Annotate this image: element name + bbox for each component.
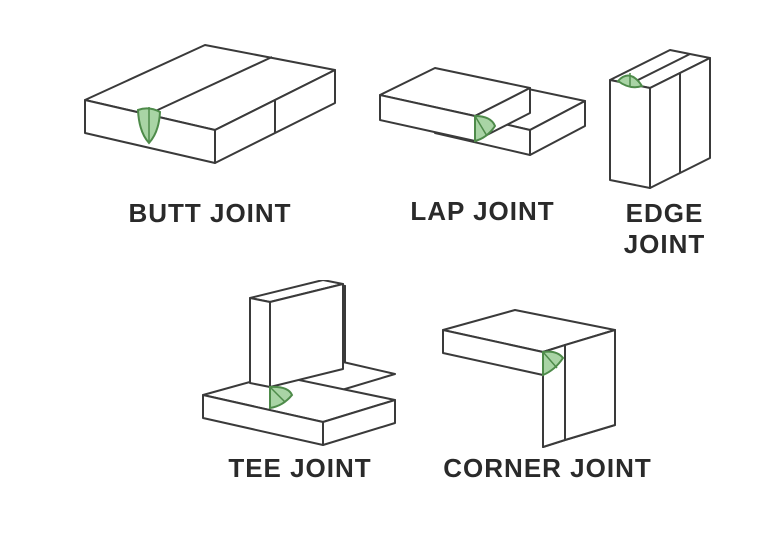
butt-joint-svg xyxy=(75,40,345,195)
butt-joint-label: BUTT JOINT xyxy=(75,198,345,229)
lap-joint-svg xyxy=(375,48,590,193)
edge-joint-label: EDGE JOINT xyxy=(592,198,737,260)
edge-joint-svg xyxy=(602,40,727,195)
tee-joint-diagram: TEE JOINT xyxy=(195,280,405,484)
corner-joint-label: CORNER JOINT xyxy=(435,453,660,484)
corner-joint-svg xyxy=(435,280,650,450)
butt-joint-diagram: BUTT JOINT xyxy=(75,40,345,229)
tee-joint-label: TEE JOINT xyxy=(195,453,405,484)
corner-joint-diagram: CORNER JOINT xyxy=(435,280,660,484)
tee-joint-svg xyxy=(195,280,405,450)
lap-joint-label: LAP JOINT xyxy=(375,196,590,227)
edge-joint-diagram: EDGE JOINT xyxy=(602,40,737,260)
lap-joint-diagram: LAP JOINT xyxy=(375,48,590,227)
